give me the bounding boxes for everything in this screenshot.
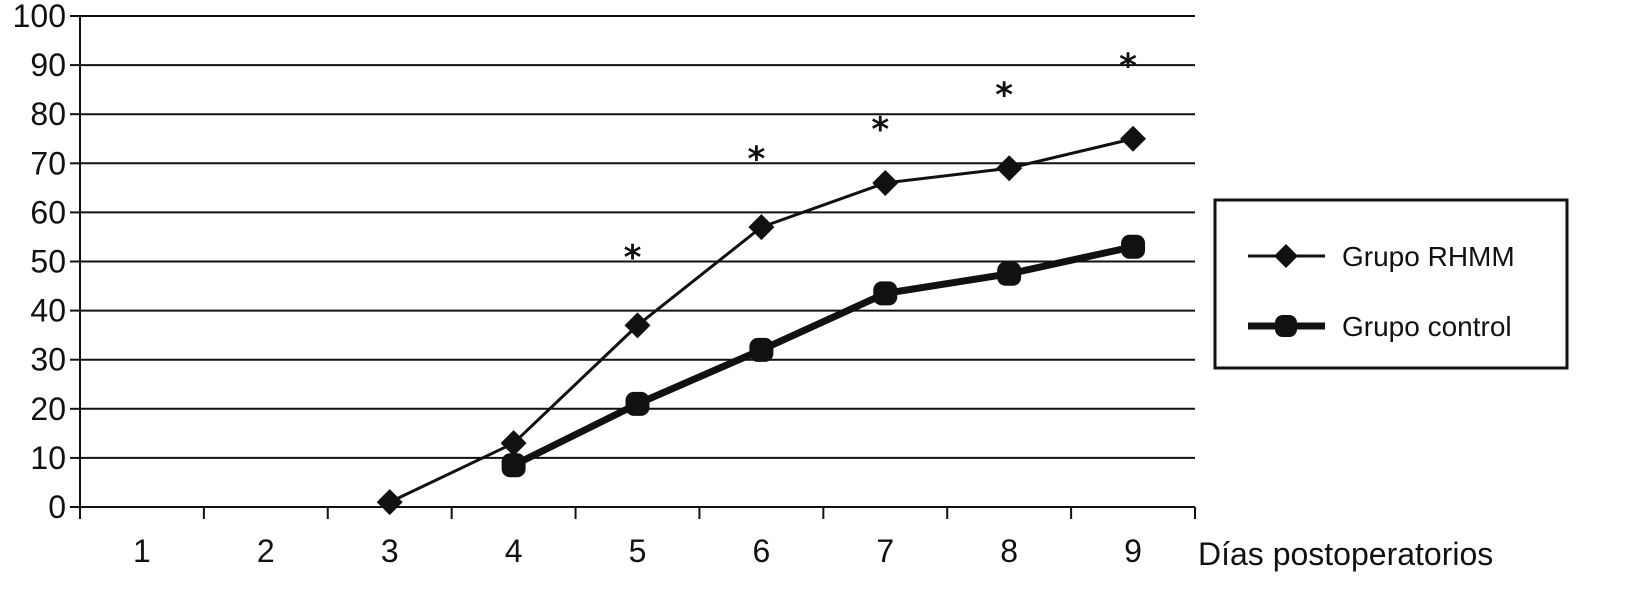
data-point-0-5 xyxy=(996,155,1023,182)
y-tick-label-7: 70 xyxy=(30,145,66,181)
data-point-1-4 xyxy=(997,261,1022,286)
gridlines xyxy=(80,15,1195,459)
y-tick-labels: 0 10 20 30 40 50 60 70 80 90 100 xyxy=(13,0,80,525)
series-0 xyxy=(376,125,1147,516)
significance-marker-4: * xyxy=(1119,46,1137,86)
series-1 xyxy=(501,234,1146,478)
data-point-1-3 xyxy=(873,281,898,306)
x-tick-label-3: 3 xyxy=(381,533,399,569)
x-tick-label-1: 1 xyxy=(133,533,151,569)
x-tick-label-9: 9 xyxy=(1124,533,1142,569)
data-point-1-5 xyxy=(1121,234,1146,259)
series-line-1 xyxy=(512,243,1134,469)
data-point-0-3 xyxy=(748,214,775,241)
series-line-0 xyxy=(389,137,1134,504)
x-tick-label-4: 4 xyxy=(505,533,523,569)
legend-box xyxy=(1213,198,1569,370)
data-point-1-0 xyxy=(501,453,526,478)
y-tick-label-3: 30 xyxy=(30,342,66,378)
data-point-0-2 xyxy=(624,312,651,339)
legend: Grupo RHMM Grupo control xyxy=(1213,198,1569,370)
x-tick-label-6: 6 xyxy=(752,533,770,569)
data-point-0-0 xyxy=(376,489,403,516)
x-tick-labels: 1 2 3 4 5 6 7 8 9 xyxy=(79,507,1196,569)
y-tick-label-1: 10 xyxy=(30,440,66,476)
x-tick-label-7: 7 xyxy=(876,533,894,569)
x-tick-label-8: 8 xyxy=(1000,533,1018,569)
y-tick-label-0: 0 xyxy=(48,489,66,525)
y-tick-label-8: 80 xyxy=(30,96,66,132)
series-group xyxy=(376,125,1147,516)
significance-marker-3: * xyxy=(995,76,1013,116)
y-tick-label-9: 90 xyxy=(30,47,66,83)
legend-marker-1 xyxy=(1275,315,1297,337)
y-tick-label-4: 40 xyxy=(30,293,66,329)
y-tick-label-2: 20 xyxy=(30,391,66,427)
data-point-1-1 xyxy=(625,391,650,416)
data-point-0-4 xyxy=(872,169,899,196)
y-tick-label-5: 50 xyxy=(30,244,66,280)
legend-label-0: Grupo RHMM xyxy=(1342,241,1515,272)
x-axis-label: Días postoperatorios xyxy=(1198,536,1493,572)
x-tick-label-2: 2 xyxy=(257,533,275,569)
data-point-1-2 xyxy=(749,337,774,362)
data-point-0-6 xyxy=(1120,125,1147,152)
legend-marker-0 xyxy=(1274,244,1298,268)
significance-marker-1: * xyxy=(747,140,765,180)
x-tick-label-5: 5 xyxy=(629,533,647,569)
y-tick-label-6: 60 xyxy=(30,194,66,230)
data-point-0-1 xyxy=(500,430,527,457)
legend-label-1: Grupo control xyxy=(1342,311,1512,342)
significance-marker-0: * xyxy=(624,238,642,278)
significance-marker-2: * xyxy=(871,110,889,150)
significance-annotations: * * * * * xyxy=(624,46,1138,277)
y-tick-label-10: 100 xyxy=(13,0,66,34)
